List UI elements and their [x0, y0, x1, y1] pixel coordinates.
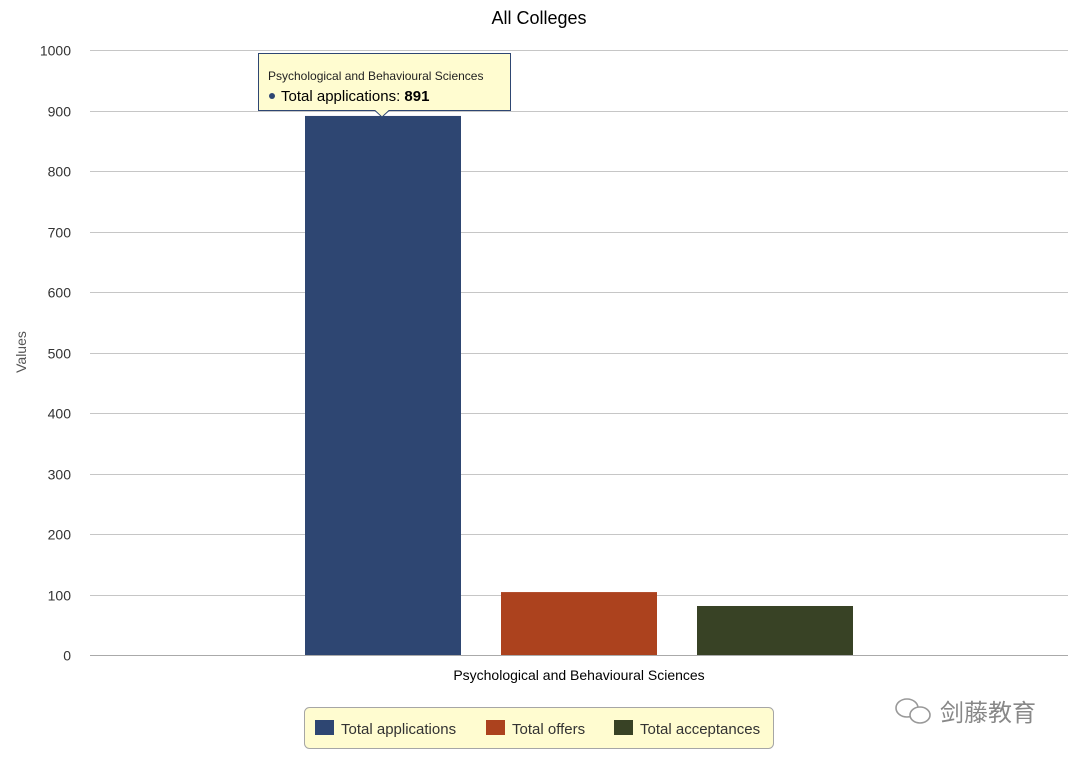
- tooltip-value-line: Total applications: 891: [281, 88, 429, 105]
- y-tick-label: 700: [48, 225, 72, 241]
- watermark-text: 剑藤教育: [940, 699, 1036, 727]
- tooltip-title: Psychological and Behavioural Sciences: [268, 69, 483, 83]
- y-axis-ticks: 0 100 200 300 400 500 600 700 800 900 1000: [40, 43, 71, 664]
- tooltip: Psychological and Behavioural Sciences T…: [258, 53, 511, 118]
- tooltip-value: 891: [404, 88, 429, 105]
- legend-box: [304, 707, 774, 749]
- x-axis-categories: Psychological and Behavioural Sciences: [453, 667, 704, 683]
- x-category-label: Psychological and Behavioural Sciences: [453, 667, 704, 683]
- bars: [305, 115, 853, 655]
- grid: [90, 50, 1068, 656]
- bar-total-applications[interactable]: [305, 115, 461, 655]
- y-tick-label: 0: [63, 648, 71, 664]
- y-tick-label: 1000: [40, 43, 71, 59]
- tooltip-series-label: Total applications: [281, 88, 396, 105]
- y-tick-label: 400: [48, 406, 72, 422]
- y-tick-label: 600: [48, 285, 72, 301]
- chart-title: All Colleges: [491, 8, 586, 28]
- bar-total-offers[interactable]: [501, 592, 657, 655]
- legend: Total applications Total offers Total ac…: [304, 707, 774, 749]
- y-tick-label: 100: [48, 588, 72, 604]
- y-tick-label: 300: [48, 467, 72, 483]
- y-axis-label: Values: [13, 331, 29, 373]
- tooltip-colon: :: [396, 88, 404, 105]
- wechat-icon: [895, 698, 931, 724]
- y-tick-label: 800: [48, 164, 72, 180]
- y-tick-label: 200: [48, 527, 72, 543]
- legend-swatch-offers: [486, 720, 505, 735]
- bar-total-acceptances[interactable]: [697, 605, 853, 655]
- y-tick-label: 900: [48, 104, 72, 120]
- tooltip-series-dot: [269, 93, 275, 99]
- legend-swatch-applications: [315, 720, 334, 735]
- legend-label-acceptances[interactable]: Total acceptances: [640, 721, 760, 738]
- watermark: 剑藤教育: [895, 698, 1036, 727]
- tooltip-box: [258, 53, 511, 118]
- legend-label-applications[interactable]: Total applications: [341, 721, 456, 738]
- legend-swatch-acceptances: [614, 720, 633, 735]
- y-tick-label: 500: [48, 346, 72, 362]
- legend-label-offers[interactable]: Total offers: [512, 721, 585, 738]
